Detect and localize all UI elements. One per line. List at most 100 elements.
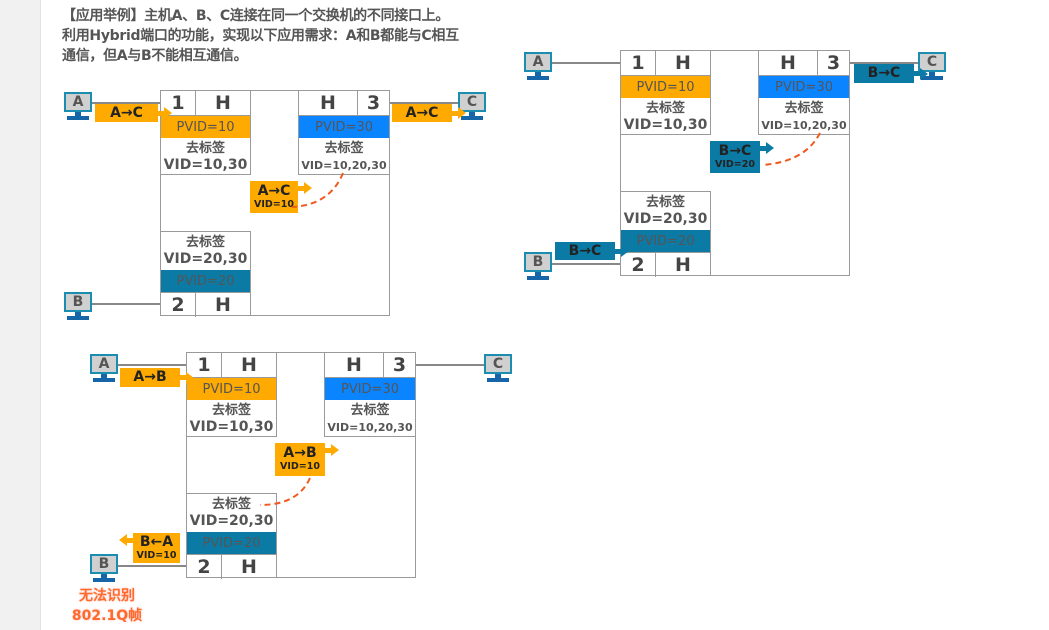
frame-label: B→C [867, 65, 901, 81]
host-a: A [524, 52, 552, 80]
host-c: C [484, 354, 512, 382]
link-cable [118, 364, 186, 366]
untag-info: 去标签 VID=10,30 [621, 98, 710, 136]
monitor-base-icon [527, 76, 549, 80]
frame-vid: VID=10 [280, 461, 320, 472]
frame-label: B→C [568, 242, 602, 259]
port-3: H 3 PVID=30 去标签 VID=10,20,30 [324, 352, 416, 437]
frame-label: A→C [110, 104, 143, 121]
arrow-left-icon [119, 534, 127, 546]
frame-label: A→B [133, 369, 167, 385]
port-cell: H [320, 92, 336, 114]
frame-tag: A→C VID=10 [250, 181, 298, 213]
monitor-base-icon [921, 76, 943, 80]
pvid-bar: PVID=20 [621, 230, 710, 252]
note-line: 802.1Q帧 [71, 608, 143, 624]
host-label: C [918, 52, 946, 72]
untag-info: 去标签 VID=20,30 [161, 232, 250, 270]
port-cell: H [655, 253, 710, 277]
port-cell: 1 [197, 354, 211, 376]
port-2: 去标签 VID=20,30 PVID=20 2 H [620, 191, 711, 277]
frame-tag: B→C [854, 64, 914, 83]
port-3: H 3 PVID=30 去标签 VID=10,20,30 [758, 50, 850, 135]
port-cell: H [195, 91, 250, 115]
untag-label: 去标签 [784, 101, 824, 116]
frame-label: A→C [405, 104, 439, 121]
port-3: H 3 PVID=30 去标签 VID=10,20,30 [298, 90, 390, 175]
monitor-stand-icon [101, 374, 107, 378]
link-cable [552, 62, 620, 64]
port-1: 1 H PVID=10 去标签 VID=10,30 [186, 352, 277, 437]
port-cell: H [780, 52, 796, 74]
port-cell: 2 [171, 294, 185, 316]
frame-tag: B→C VID=20 [710, 141, 760, 173]
port-cell: 3 [357, 91, 389, 115]
untag-info: 去标签 VID=20,30 [621, 192, 710, 230]
vid-list: VID=10,20,30 [761, 119, 847, 132]
pvid-bar: PVID=10 [621, 76, 710, 98]
pvid-bar: PVID=30 [299, 116, 389, 138]
arrow-shaft [452, 110, 458, 116]
host-label: A [90, 354, 118, 374]
link-cable [92, 303, 160, 305]
pvid-bar: PVID=30 [759, 76, 849, 98]
pvid-bar: PVID=20 [187, 532, 276, 554]
monitor-base-icon [527, 276, 549, 280]
untag-label: 去标签 [211, 497, 251, 512]
pvid-bar: PVID=30 [325, 378, 415, 400]
frame-tag: A→B VID=10 [275, 443, 325, 476]
untag-label: 去标签 [350, 403, 390, 418]
port-cell: 2 [197, 556, 211, 578]
frame-vid: VID=10 [254, 198, 294, 210]
arrow-shaft [127, 537, 133, 543]
arrow-shaft [158, 110, 164, 116]
arrow-right-icon [331, 444, 339, 456]
link-cable [118, 565, 186, 567]
vid-list: VID=10,30 [623, 117, 708, 133]
link-cable [92, 102, 160, 104]
pvid-bar: PVID=10 [161, 116, 250, 138]
untag-label: 去标签 [185, 235, 225, 250]
monitor-base-icon [93, 578, 115, 582]
frame-tag: B←A VID=10 [133, 533, 180, 563]
vid-list: VID=20,30 [623, 211, 708, 227]
link-cable [390, 102, 458, 104]
monitor-stand-icon [101, 574, 107, 578]
frame-tag: B→C [555, 242, 615, 260]
port-cell: 2 [631, 254, 645, 276]
arrow-shaft [615, 248, 621, 254]
monitor-base-icon [93, 378, 115, 382]
host-b: B [524, 252, 552, 280]
arrow-right-icon [920, 67, 928, 80]
monitor-base-icon [461, 116, 483, 120]
note-line: 无法识别 [79, 588, 135, 604]
port-cell: H [346, 354, 362, 376]
host-a: A [90, 354, 118, 382]
frame-tag: A→C [95, 104, 158, 122]
port-cell: H [195, 293, 250, 317]
monitor-stand-icon [535, 272, 541, 276]
frame-vid: VID=10 [136, 549, 177, 561]
host-label: B [524, 252, 552, 272]
vid-list: VID=10,20,30 [301, 159, 387, 172]
pvid-bar: PVID=20 [161, 270, 250, 292]
link-cable [416, 364, 484, 366]
arrow-right-icon [186, 371, 194, 384]
link-cable [552, 263, 620, 265]
arrow-right-icon [304, 182, 312, 194]
vid-list: VID=20,30 [189, 513, 274, 529]
port-cell: H [221, 555, 276, 579]
port-2: 去标签 VID=20,30 PVID=20 2 H [186, 493, 277, 579]
host-label: C [484, 354, 512, 374]
untag-info: 去标签 VID=10,30 [161, 138, 250, 176]
monitor-stand-icon [469, 112, 475, 116]
untag-label: 去标签 [211, 403, 251, 418]
left-margin [0, 0, 41, 630]
arrow-shaft [325, 447, 331, 453]
